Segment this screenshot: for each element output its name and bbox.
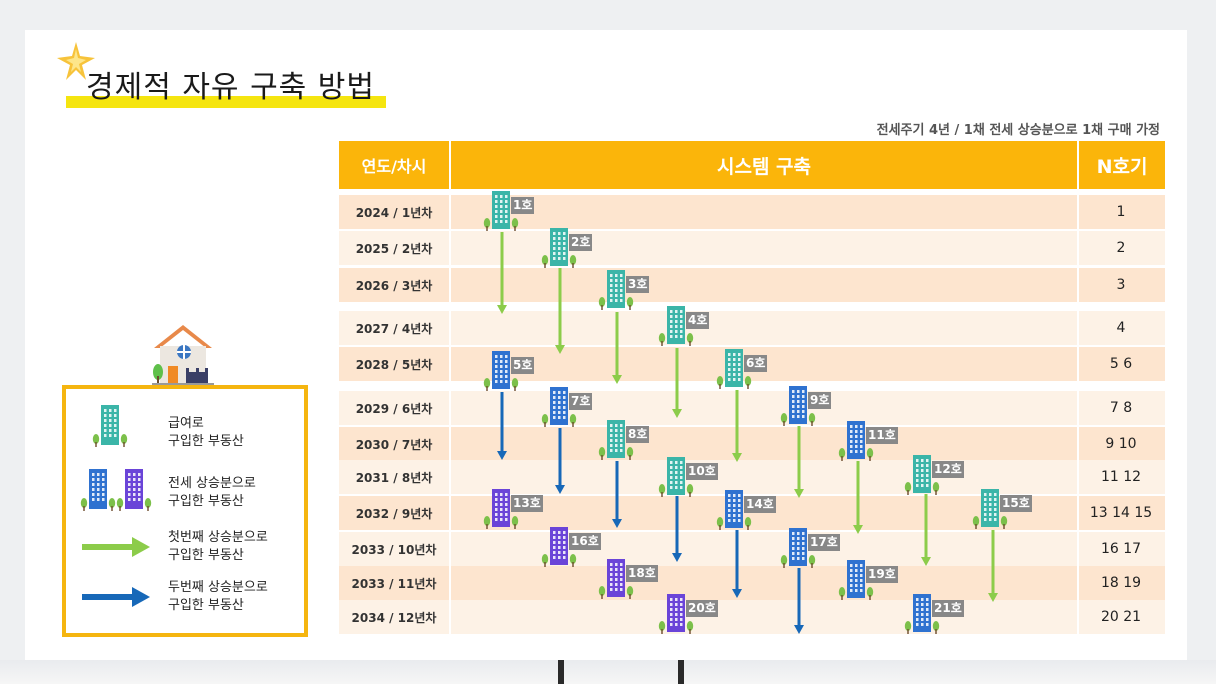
- building-icon: [483, 489, 519, 533]
- table-row: 2029 / 6년차 7 8: [339, 391, 1165, 425]
- unit-label: 13호: [511, 495, 543, 512]
- unit-label: 3호: [626, 276, 650, 293]
- unit-label: 11호: [866, 427, 898, 444]
- legend-deposit-label: 전세 상승분으로 구입한 부동산: [168, 476, 256, 509]
- unit-label: 9호: [808, 392, 832, 409]
- unit-label: 19호: [866, 566, 898, 583]
- year-cell: 2034 / 12년차: [351, 610, 437, 625]
- unit-count-cell: 5 6: [1109, 356, 1133, 372]
- legend-deposit2-building-icon: [116, 469, 152, 515]
- year-cell: 2028 / 5년차: [355, 357, 433, 372]
- year-cell: 2033 / 11년차: [351, 576, 437, 591]
- unit-count-cell: 16 17: [1100, 541, 1142, 557]
- year-cell: 2030 / 7년차: [355, 437, 433, 452]
- column-divider: [1077, 141, 1079, 634]
- building-icon: [838, 421, 874, 465]
- building-icon: [483, 191, 519, 235]
- unit-label: 16호: [569, 533, 601, 550]
- legend-deposit-building-icon: [80, 469, 116, 515]
- table-row: 2033 / 11년차 18 19: [339, 566, 1165, 600]
- building-icon: [716, 490, 752, 534]
- building-icon: [541, 527, 577, 571]
- unit-count-cell: 7 8: [1109, 400, 1133, 416]
- easel-leg-right: [678, 636, 684, 684]
- table-row: 2026 / 3년차 3: [339, 268, 1165, 302]
- unit-count-cell: 1: [1116, 204, 1126, 220]
- year-cell: 2033 / 10년차: [351, 542, 437, 557]
- house-icon: [152, 325, 214, 385]
- building-icon: [904, 455, 940, 499]
- unit-label: 4호: [686, 312, 710, 329]
- sparkle-star-icon: [57, 42, 95, 80]
- stage-floor: [0, 660, 1216, 684]
- green-arrow-icon: [82, 537, 150, 557]
- table-row: 2033 / 10년차 16 17: [339, 532, 1165, 566]
- unit-label: 15호: [1000, 495, 1032, 512]
- year-cell: 2026 / 3년차: [355, 278, 433, 293]
- header-system: 시스템 구축: [451, 141, 1077, 189]
- year-cell: 2031 / 8년차: [355, 470, 433, 485]
- column-divider: [449, 141, 451, 634]
- unit-label: 17호: [808, 534, 840, 551]
- title-highlight: [66, 96, 386, 108]
- building-icon: [658, 594, 694, 638]
- building-icon: [541, 228, 577, 272]
- building-icon: [598, 420, 634, 464]
- unit-label: 5호: [511, 357, 535, 374]
- building-icon: [541, 387, 577, 431]
- table-row: 2031 / 8년차 11 12: [339, 460, 1165, 494]
- building-icon: [904, 594, 940, 638]
- unit-label: 12호: [932, 461, 964, 478]
- unit-label: 8호: [626, 426, 650, 443]
- building-icon: [658, 457, 694, 501]
- page-title: 경제적 자유 구축 방법: [86, 70, 376, 105]
- unit-count-cell: 18 19: [1100, 575, 1142, 591]
- unit-count-cell: 13 14 15: [1089, 505, 1153, 521]
- building-icon: [483, 351, 519, 395]
- unit-label: 1호: [511, 197, 535, 214]
- assumption-note: 전세주기 4년 / 1채 전세 상승분으로 1채 구매 가정: [876, 123, 1160, 138]
- unit-label: 18호: [626, 565, 658, 582]
- unit-count-cell: 2: [1116, 240, 1126, 256]
- building-icon: [780, 386, 816, 430]
- year-cell: 2024 / 1년차: [355, 205, 433, 220]
- unit-count-cell: 11 12: [1100, 469, 1142, 485]
- building-icon: [598, 559, 634, 603]
- unit-label: 21호: [932, 600, 964, 617]
- legend-salary-building-icon: [92, 405, 128, 451]
- year-cell: 2032 / 9년차: [355, 506, 433, 521]
- unit-label: 14호: [744, 496, 776, 513]
- unit-label: 20호: [686, 600, 718, 617]
- header-n: N호기: [1079, 141, 1165, 189]
- table-row: 2024 / 1년차 1: [339, 195, 1165, 229]
- building-icon: [780, 528, 816, 572]
- legend-salary-label: 급여로 구입한 부동산: [168, 416, 244, 449]
- unit-label: 6호: [744, 355, 768, 372]
- blue-arrow-icon: [82, 587, 150, 607]
- table-row: 2030 / 7년차 9 10: [339, 427, 1165, 461]
- table-row: 2034 / 12년차 20 21: [339, 600, 1165, 634]
- building-icon: [598, 270, 634, 314]
- building-icon: [716, 349, 752, 393]
- header-year: 연도/차시: [339, 141, 449, 189]
- table-row: 2027 / 4년차 4: [339, 311, 1165, 345]
- unit-label: 2호: [569, 234, 593, 251]
- unit-label: 7호: [569, 393, 593, 410]
- year-cell: 2029 / 6년차: [355, 401, 433, 416]
- table-row: 2025 / 2년차 2: [339, 231, 1165, 265]
- unit-label: 10호: [686, 463, 718, 480]
- building-icon: [838, 560, 874, 604]
- unit-count-cell: 3: [1116, 277, 1126, 293]
- legend-second-arrow-label: 두번째 상승분으로 구입한 부동산: [168, 580, 268, 613]
- unit-count-cell: 9 10: [1105, 436, 1137, 452]
- easel-leg-left: [558, 636, 564, 684]
- unit-count-cell: 4: [1116, 320, 1126, 336]
- building-icon: [658, 306, 694, 350]
- year-cell: 2027 / 4년차: [355, 321, 433, 336]
- legend-box: 급여로 구입한 부동산 전세 상승분으로 구입한 부동산 첫번째 상승분으로 구입한 …: [62, 385, 308, 637]
- building-icon: [972, 489, 1008, 533]
- year-cell: 2025 / 2년차: [355, 241, 433, 256]
- legend-first-arrow-label: 첫번째 상승분으로 구입한 부동산: [168, 530, 268, 563]
- unit-count-cell: 20 21: [1100, 609, 1142, 625]
